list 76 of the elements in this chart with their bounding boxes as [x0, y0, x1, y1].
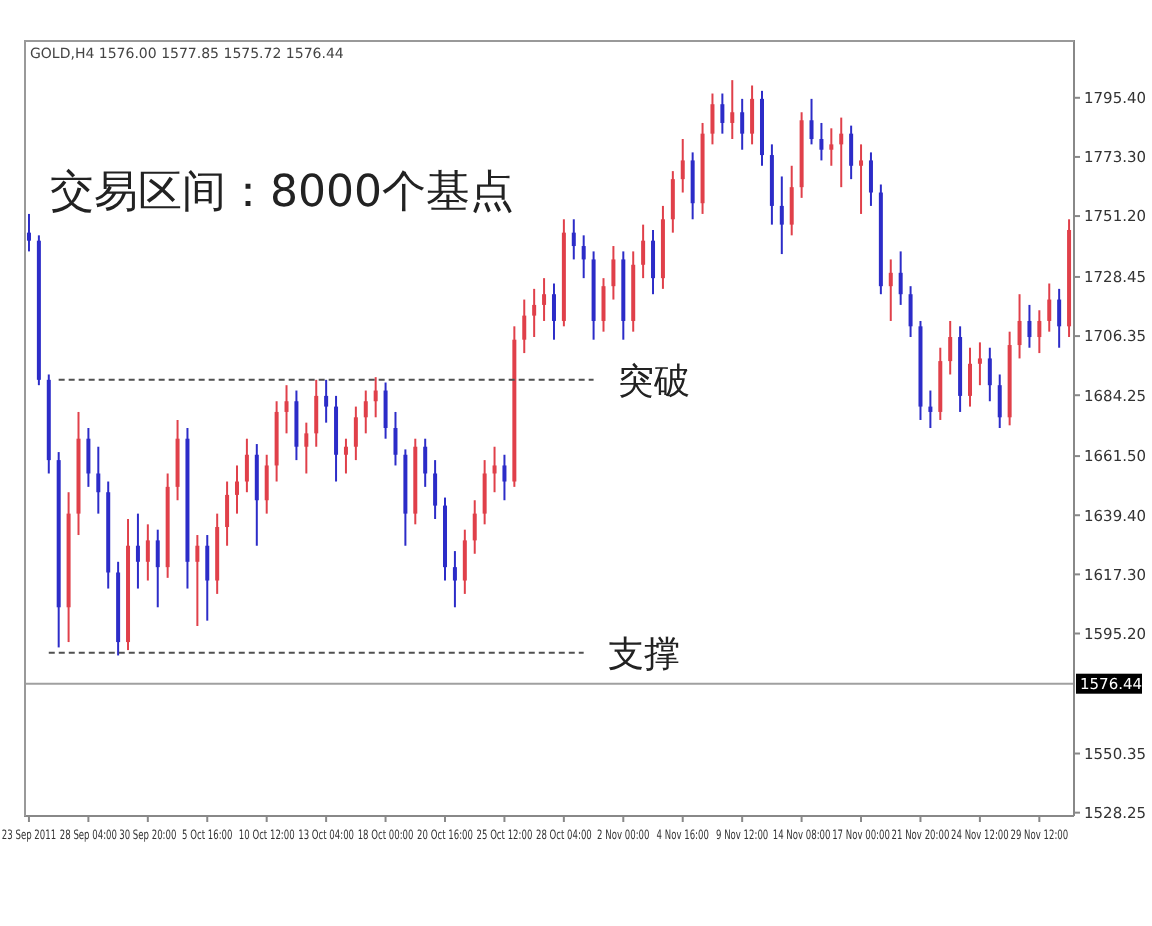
candlestick: [997, 373, 1002, 429]
candlestick: [502, 453, 507, 502]
candlestick: [234, 464, 239, 515]
candlestick: [710, 92, 715, 146]
candlestick: [1027, 303, 1032, 349]
candlestick: [730, 79, 735, 141]
candlestick: [551, 282, 556, 341]
candlestick: [284, 384, 289, 435]
candlestick: [641, 223, 646, 280]
candlestick: [670, 170, 675, 234]
candlestick: [868, 151, 873, 207]
candlestick: [809, 97, 814, 146]
candlestick: [908, 285, 913, 339]
candlestick: [225, 480, 230, 547]
candlestick: [789, 164, 794, 237]
candlestick: [1037, 309, 1042, 355]
candlestick: [96, 445, 101, 515]
candlestick: [353, 405, 358, 462]
candlestick: [254, 443, 259, 547]
candlestick: [740, 97, 745, 151]
candlestick: [779, 175, 784, 256]
candlestick: [135, 512, 140, 590]
candlestick: [571, 218, 576, 261]
candlestick: [611, 245, 616, 301]
candlestick: [532, 287, 537, 339]
candlestick: [1047, 282, 1052, 333]
series-label: 突破: [617, 360, 690, 403]
candlestick: [244, 437, 249, 494]
candlestick: [383, 381, 388, 440]
candlestick: [829, 127, 834, 167]
candlestick: [205, 534, 210, 622]
candlestick: [462, 528, 467, 595]
candlestick: [304, 421, 309, 475]
candlestick: [1017, 293, 1022, 360]
candlestick: [690, 151, 695, 221]
candlestick: [948, 319, 953, 376]
candlestick: [373, 376, 378, 419]
candlestick: [987, 346, 992, 403]
candlestick: [819, 121, 824, 162]
candlestick: [393, 410, 398, 467]
candlestick: [324, 378, 329, 424]
candlestick: [1057, 287, 1062, 349]
candlestick: [195, 534, 200, 628]
series-label: 支撑: [607, 633, 680, 676]
candlestick: [264, 453, 269, 515]
candlestick: [363, 389, 368, 435]
candlestick: [977, 341, 982, 387]
candlestick: [601, 277, 606, 333]
candlestick: [472, 499, 477, 555]
candlestick: [542, 277, 547, 322]
candlestick: [720, 92, 725, 135]
candlestick: [482, 459, 487, 526]
candlestick: [343, 437, 348, 475]
candlestick: [888, 258, 893, 322]
candlestick: [294, 389, 299, 462]
candlestick: [928, 389, 933, 429]
candlestick: [433, 459, 438, 520]
candlestick: [86, 427, 91, 488]
candlestick: [849, 124, 854, 181]
candlestick: [452, 550, 457, 609]
candlestick: [680, 138, 685, 194]
candlestick: [859, 143, 864, 215]
candlestick: [423, 437, 428, 488]
candlestick: [750, 84, 755, 146]
candlestick: [522, 298, 527, 355]
annotation: 交易区间：8000个基点: [50, 168, 514, 221]
candlestick: [155, 528, 160, 609]
candlestick: [581, 234, 586, 280]
candlestick: [492, 445, 497, 494]
candlestick: [145, 523, 150, 582]
candlestick: [839, 116, 844, 189]
candlestick: [968, 346, 973, 408]
candlestick: [898, 250, 903, 306]
candlestick: [651, 228, 656, 296]
candlestick: [314, 378, 319, 448]
candlestick: [26, 212, 31, 253]
